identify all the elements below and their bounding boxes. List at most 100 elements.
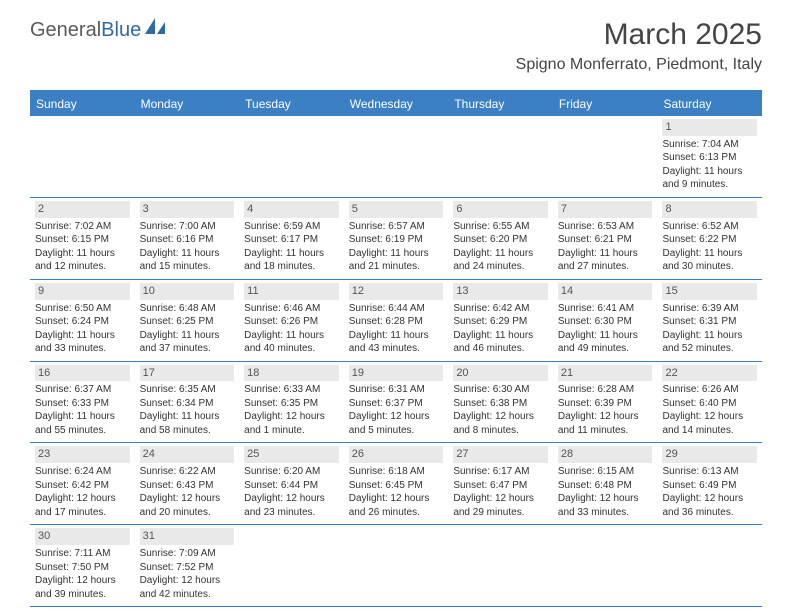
day-number: 16 [35, 365, 130, 382]
day-cell [344, 525, 449, 606]
sunset-text: Sunset: 6:48 PM [558, 479, 653, 493]
day-header-monday: Monday [135, 92, 240, 116]
weeks-container: 1Sunrise: 7:04 AMSunset: 6:13 PMDaylight… [30, 116, 762, 607]
daylight-text: Daylight: 11 hours and 27 minutes. [558, 247, 653, 274]
week-row: 30Sunrise: 7:11 AMSunset: 7:50 PMDayligh… [30, 525, 762, 607]
day-cell: 21Sunrise: 6:28 AMSunset: 6:39 PMDayligh… [553, 362, 658, 443]
sunset-text: Sunset: 6:16 PM [140, 233, 235, 247]
day-number: 11 [244, 283, 339, 300]
sunrise-text: Sunrise: 6:59 AM [244, 220, 339, 234]
sunrise-text: Sunrise: 6:17 AM [453, 465, 548, 479]
day-cell: 1Sunrise: 7:04 AMSunset: 6:13 PMDaylight… [657, 116, 762, 197]
daylight-text: Daylight: 11 hours and 12 minutes. [35, 247, 130, 274]
week-row: 9Sunrise: 6:50 AMSunset: 6:24 PMDaylight… [30, 280, 762, 362]
day-number: 29 [662, 446, 757, 463]
location: Spigno Monferrato, Piedmont, Italy [516, 56, 762, 74]
day-cell: 26Sunrise: 6:18 AMSunset: 6:45 PMDayligh… [344, 443, 449, 524]
daylight-text: Daylight: 12 hours and 11 minutes. [558, 410, 653, 437]
sunset-text: Sunset: 6:15 PM [35, 233, 130, 247]
day-number: 2 [35, 201, 130, 218]
sunrise-text: Sunrise: 6:30 AM [453, 383, 548, 397]
daylight-text: Daylight: 11 hours and 30 minutes. [662, 247, 757, 274]
day-cell: 12Sunrise: 6:44 AMSunset: 6:28 PMDayligh… [344, 280, 449, 361]
week-row: 16Sunrise: 6:37 AMSunset: 6:33 PMDayligh… [30, 362, 762, 444]
sunset-text: Sunset: 6:42 PM [35, 479, 130, 493]
day-number: 31 [140, 528, 235, 545]
daylight-text: Daylight: 11 hours and 52 minutes. [662, 329, 757, 356]
sunset-text: Sunset: 6:39 PM [558, 397, 653, 411]
calendar: Sunday Monday Tuesday Wednesday Thursday… [30, 90, 762, 607]
daylight-text: Daylight: 12 hours and 17 minutes. [35, 492, 130, 519]
sunset-text: Sunset: 6:21 PM [558, 233, 653, 247]
daylight-text: Daylight: 11 hours and 40 minutes. [244, 329, 339, 356]
day-cell: 16Sunrise: 6:37 AMSunset: 6:33 PMDayligh… [30, 362, 135, 443]
sunset-text: Sunset: 6:34 PM [140, 397, 235, 411]
day-cell: 14Sunrise: 6:41 AMSunset: 6:30 PMDayligh… [553, 280, 658, 361]
sunrise-text: Sunrise: 6:26 AM [662, 383, 757, 397]
sunrise-text: Sunrise: 6:46 AM [244, 302, 339, 316]
day-cell: 25Sunrise: 6:20 AMSunset: 6:44 PMDayligh… [239, 443, 344, 524]
day-number: 17 [140, 365, 235, 382]
day-number: 14 [558, 283, 653, 300]
sunset-text: Sunset: 7:52 PM [140, 561, 235, 575]
header: GeneralBlue March 2025 Spigno Monferrato… [0, 0, 792, 82]
day-cell [553, 525, 658, 606]
day-number: 12 [349, 283, 444, 300]
sunrise-text: Sunrise: 6:57 AM [349, 220, 444, 234]
day-cell: 31 Sunrise: 7:09 AMSunset: 7:52 PMDayligh… [135, 525, 240, 606]
daylight-text: Daylight: 12 hours and 42 minutes. [140, 574, 235, 601]
sunset-text: Sunset: 6:19 PM [349, 233, 444, 247]
day-cell [239, 525, 344, 606]
sunrise-text: Sunrise: 6:48 AM [140, 302, 235, 316]
day-cell [657, 525, 762, 606]
day-number: 18 [244, 365, 339, 382]
sunset-text: Sunset: 6:25 PM [140, 315, 235, 329]
day-number: 10 [140, 283, 235, 300]
day-number: 26 [349, 446, 444, 463]
sunrise-text: Sunrise: 6:52 AM [662, 220, 757, 234]
sunrise-text: Sunrise: 6:28 AM [558, 383, 653, 397]
sunrise-text: Sunrise: 6:24 AM [35, 465, 130, 479]
day-number: 3 [140, 201, 235, 218]
day-number: 5 [349, 201, 444, 218]
week-row: 2Sunrise: 7:02 AMSunset: 6:15 PMDaylight… [30, 198, 762, 280]
day-cell [30, 116, 135, 197]
day-number: 4 [244, 201, 339, 218]
logo-part1: General [30, 19, 101, 42]
day-cell: 24Sunrise: 6:22 AMSunset: 6:43 PMDayligh… [135, 443, 240, 524]
daylight-text: Daylight: 11 hours and 58 minutes. [140, 410, 235, 437]
sunrise-text: Sunrise: 6:53 AM [558, 220, 653, 234]
title-block: March 2025 Spigno Monferrato, Piedmont, … [516, 18, 762, 74]
day-number: 22 [662, 365, 757, 382]
sunrise-text: Sunrise: 6:18 AM [349, 465, 444, 479]
daylight-text: Daylight: 11 hours and 49 minutes. [558, 329, 653, 356]
sunset-text: Sunset: 6:37 PM [349, 397, 444, 411]
sunset-text: Sunset: 6:31 PM [662, 315, 757, 329]
sunset-text: Sunset: 6:43 PM [140, 479, 235, 493]
daylight-text: Daylight: 11 hours and 43 minutes. [349, 329, 444, 356]
day-cell: 27Sunrise: 6:17 AMSunset: 6:47 PMDayligh… [448, 443, 553, 524]
day-cell: 30Sunrise: 7:11 AMSunset: 7:50 PMDayligh… [30, 525, 135, 606]
day-cell: 19Sunrise: 6:31 AMSunset: 6:37 PMDayligh… [344, 362, 449, 443]
day-number: 21 [558, 365, 653, 382]
sunrise-text: Sunrise: 6:20 AM [244, 465, 339, 479]
sunrise-text: Sunrise: 7:11 AM [35, 547, 130, 561]
day-cell: 7Sunrise: 6:53 AMSunset: 6:21 PMDaylight… [553, 198, 658, 279]
sunset-text: Sunset: 6:29 PM [453, 315, 548, 329]
sunset-text: Sunset: 6:30 PM [558, 315, 653, 329]
day-cell [448, 525, 553, 606]
sunrise-text: Sunrise: 7:00 AM [140, 220, 235, 234]
day-number: 20 [453, 365, 548, 382]
daylight-text: Daylight: 11 hours and 46 minutes. [453, 329, 548, 356]
daylight-text: Daylight: 12 hours and 8 minutes. [453, 410, 548, 437]
daylight-text: Daylight: 11 hours and 15 minutes. [140, 247, 235, 274]
day-number: 9 [35, 283, 130, 300]
day-cell: 18Sunrise: 6:33 AMSunset: 6:35 PMDayligh… [239, 362, 344, 443]
sunrise-text: Sunrise: 7:09 AM [140, 547, 235, 561]
day-cell: 15Sunrise: 6:39 AMSunset: 6:31 PMDayligh… [657, 280, 762, 361]
day-cell: 13Sunrise: 6:42 AMSunset: 6:29 PMDayligh… [448, 280, 553, 361]
sunrise-text: Sunrise: 6:50 AM [35, 302, 130, 316]
sunset-text: Sunset: 6:26 PM [244, 315, 339, 329]
day-number: 1 [662, 119, 757, 136]
day-cell: 10Sunrise: 6:48 AMSunset: 6:25 PMDayligh… [135, 280, 240, 361]
